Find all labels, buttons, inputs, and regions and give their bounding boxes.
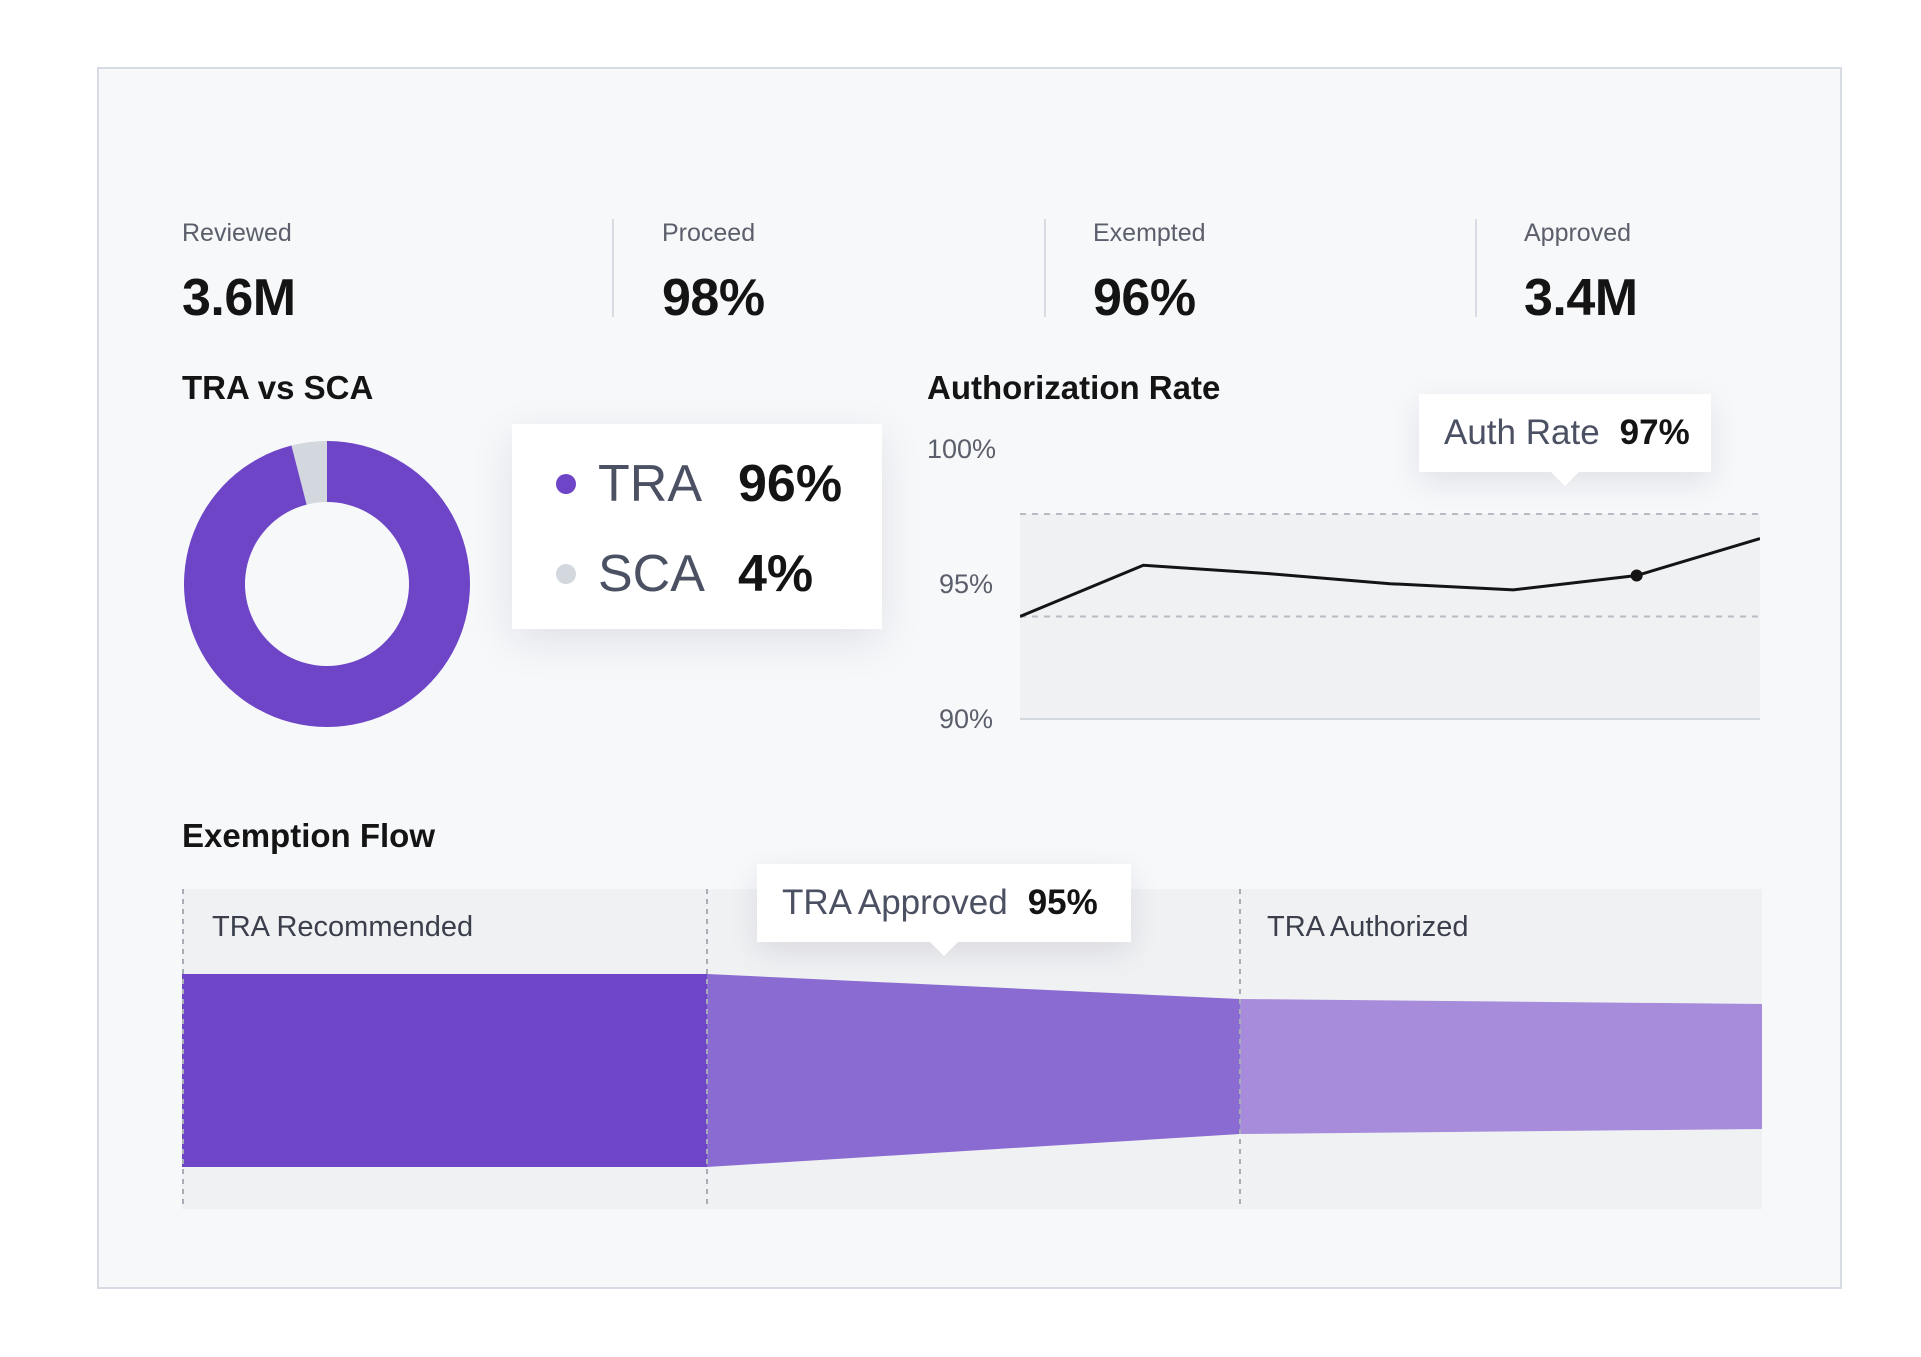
tooltip-label: Auth Rate xyxy=(1444,413,1600,452)
stat-value: 3.4M xyxy=(1524,269,1638,327)
stat-approved: Approved 3.4M xyxy=(1524,219,1638,328)
legend-name: TRA xyxy=(598,455,702,513)
y-tick-label: 100% xyxy=(927,434,997,464)
flow-stage-label: TRA Authorized xyxy=(1267,911,1469,943)
y-tick-label: 90% xyxy=(939,704,994,734)
donut-slice-sca xyxy=(291,441,327,505)
legend-name: SCA xyxy=(598,545,705,603)
sca-dot-icon xyxy=(556,564,576,584)
highlight-point xyxy=(1630,569,1643,582)
tra-dot-icon xyxy=(556,474,576,494)
legend-row-sca: SCA 4% xyxy=(556,539,813,609)
exemption-flow-title: Exemption Flow xyxy=(182,817,436,854)
flow-segment-authorized xyxy=(1240,999,1762,1134)
tooltip-label: TRA Approved xyxy=(782,883,1008,922)
tooltip-value: 95% xyxy=(1027,883,1098,922)
tra-sca-legend-popover: TRA 96% SCA 4% xyxy=(512,424,882,629)
dashboard-card: Reviewed 3.6M Proceed 98% Exempted 96% A… xyxy=(97,67,1842,1289)
legend-pct: 96% xyxy=(738,455,843,513)
auth-rate-line-chart xyxy=(1020,513,1760,720)
tooltip-value: 97% xyxy=(1619,413,1690,452)
flow-segment-approved xyxy=(707,974,1240,1167)
stat-value: 96% xyxy=(1093,269,1196,327)
tra-sca-donut-chart xyxy=(183,441,471,727)
tooltip-arrow-icon xyxy=(930,942,958,956)
stat-value: 3.6M xyxy=(182,269,296,327)
stat-label: Approved xyxy=(1524,219,1632,247)
stat-reviewed: Reviewed 3.6M xyxy=(182,219,296,328)
stat-value: 98% xyxy=(662,269,765,327)
auth-rate-title: Authorization Rate xyxy=(927,369,1221,406)
tra-approved-tooltip: TRA Approved 95% xyxy=(757,864,1131,956)
stat-label: Reviewed xyxy=(182,219,292,247)
exemption-flow-chart xyxy=(182,889,1762,1209)
legend-pct: 4% xyxy=(738,545,814,603)
stat-divider xyxy=(1044,219,1046,317)
tooltip-arrow-icon xyxy=(1551,472,1579,486)
flow-segment-recommended xyxy=(182,974,707,1167)
stat-label: Proceed xyxy=(662,219,756,247)
donut-slice-tra xyxy=(183,441,471,727)
stat-label: Exempted xyxy=(1093,219,1206,247)
tra-sca-title: TRA vs SCA xyxy=(182,369,374,406)
auth-rate-tooltip: Auth Rate 97% xyxy=(1419,394,1711,486)
stat-exempted: Exempted 96% xyxy=(1093,219,1206,328)
stat-divider xyxy=(1475,219,1477,317)
stat-divider xyxy=(612,219,614,317)
flow-stage-label: TRA Recommended xyxy=(212,911,474,943)
stat-proceed: Proceed 98% xyxy=(662,219,765,328)
legend-row-tra: TRA 96% xyxy=(556,449,842,519)
y-tick-label: 95% xyxy=(939,569,994,599)
